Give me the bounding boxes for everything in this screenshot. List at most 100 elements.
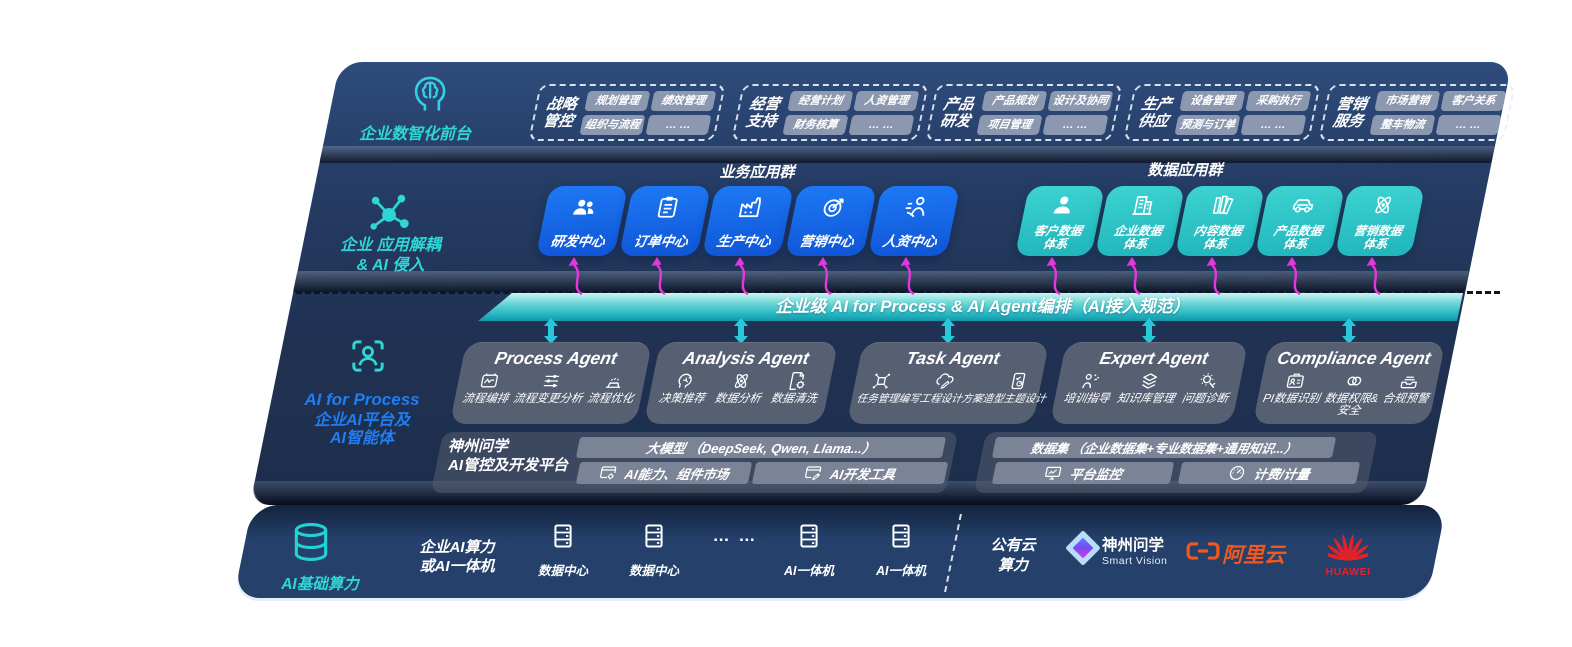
data-app-label: 营销数据 体系 (1336, 224, 1417, 251)
dataset-label: 数据集 （企业数据集+专业数据集+通用知识...） (1029, 442, 1299, 456)
front-group-title: 经营 支持 (741, 96, 786, 130)
diagnose-icon (1197, 371, 1221, 391)
front-group-chips: 设备管理 采购执行 预测与订单… … (1174, 90, 1312, 135)
agent-card: Compliance Agent PI数据识别 数据权限&安全 合规预警 (1252, 342, 1446, 424)
teal-double-arrow (543, 318, 559, 344)
atom-icon (1369, 193, 1398, 217)
business-app-label: 生产中心 (715, 234, 773, 249)
front-group-title-line: 研发 (938, 112, 972, 130)
llm-bar-label: 大模型 （DeepSeek, Qwen, Llama...） (644, 441, 877, 456)
dataset-bar: 数据集 （企业数据集+专业数据集+通用知识...） (991, 437, 1337, 458)
agent-features: 流程编排 流程变更分析 流程优化 (454, 369, 647, 405)
car-icon (1289, 193, 1318, 217)
ai-orchestration-band-label: 企业级 AI for Process & AI Agent编排（AI接入规范） (775, 297, 1190, 316)
agent-feature-label: 流程优化 (586, 393, 635, 405)
magenta-arrow (645, 256, 671, 296)
infra-node-label: AI一体机 (875, 564, 926, 578)
agent-feature: 任务管理 (856, 371, 905, 405)
agent-feature: 数据权限&安全 (1317, 371, 1388, 417)
optimize-icon (602, 371, 626, 391)
decouple-label-line2: & AI 侵入 (356, 257, 425, 274)
agent-card: Task Agent 任务管理 编写工程设计方案 造型主题设计 (846, 342, 1052, 424)
agent-feature: 流程变更分析 (512, 371, 588, 405)
front-group-chip: … … (645, 114, 712, 135)
agent-feature-label: 培训指导 (1062, 393, 1111, 405)
data-app-card: 内容数据 体系 (1174, 186, 1266, 256)
front-group-chip: 财务核算 (782, 114, 849, 135)
business-app-label: 人资中心 (881, 234, 939, 249)
magenta-arrow (811, 256, 837, 296)
enterprise-compute-line1: 企业AI算力 (419, 539, 495, 556)
agent-feature: 合规预警 (1381, 371, 1434, 405)
ellipsis-text: … … (712, 526, 758, 545)
ai-orchestration-band: 企业级 AI for Process & AI Agent编排（AI接入规范） (478, 293, 1463, 321)
agent-feature-label: 编写工程设计方案 (897, 393, 984, 405)
agent-feature: 问题诊断 (1181, 371, 1234, 405)
server-rack-icon (795, 522, 823, 550)
data-app-card: 企业数据 体系 (1094, 186, 1186, 256)
front-group-chip: 客户关系 (1440, 90, 1507, 111)
front-group: 产品 研发 产品规划 设计及协同 项目管理… … (925, 84, 1123, 141)
atom-icon (729, 371, 753, 391)
rings-icon (1343, 371, 1367, 391)
agent-feature: 数据清洗 (770, 371, 823, 405)
ai-for-process-label: AI for Process (304, 390, 420, 409)
infra-label: AI基础算力 (281, 576, 359, 593)
platform-monitor-label: 平台监控 (1068, 466, 1124, 482)
business-apps-header: 业务应用群 (719, 164, 795, 181)
data-apps-header: 数据应用群 (1147, 162, 1223, 179)
agent-feature: PI数据识别 (1262, 371, 1326, 405)
agent-feature-label: PI数据识别 (1261, 393, 1322, 405)
smartvision-name: 神州问学 (1102, 537, 1165, 554)
business-app-label: 研发中心 (549, 234, 607, 249)
agent-feature-label: 流程变更分析 (512, 393, 584, 405)
clipboard-icon (652, 194, 683, 220)
flow-icon (477, 371, 501, 391)
front-group-chips: 产品规划 设计及协同 项目管理… … (976, 90, 1114, 135)
agent-feature-label: 决策推荐 (657, 393, 706, 405)
front-group-chips: 经营计划 人资管理 财务核算… … (782, 90, 920, 135)
ai-capability-label: AI能力、组件市场 (623, 466, 731, 482)
platform-name-line1: 神州问学 (448, 438, 509, 455)
idcard-icon (1283, 371, 1307, 391)
ai-platform-label-line2: AI智能体 (329, 430, 394, 447)
agent-feature: 造型主题设计 (982, 371, 1052, 405)
magenta-arrow (894, 256, 920, 296)
data-app-label: 客户数据 体系 (1016, 224, 1097, 251)
agent-feature: 培训指导 (1062, 371, 1115, 405)
front-group-title-line: 营销 (1334, 95, 1369, 113)
window-pen-icon (803, 464, 825, 482)
huawei-logo-icon (1328, 533, 1368, 561)
teal-double-arrow (733, 318, 749, 344)
agent-feature-label: 造型主题设计 (981, 393, 1047, 405)
design-icon (1006, 371, 1030, 391)
business-app-label: 营销中心 (798, 234, 856, 249)
front-group-chip: … … (1042, 114, 1109, 135)
person-wave-icon (901, 194, 932, 220)
dashed-separator-line (296, 291, 1500, 294)
cloudpen-icon (932, 371, 956, 391)
decide-icon (673, 371, 697, 391)
person-scan-icon (348, 336, 388, 376)
front-group-chip: 项目管理 (976, 114, 1043, 135)
front-group: 营销 服务 市场营销 客户关系 整车物流… … (1318, 84, 1516, 141)
person-icon (1049, 193, 1078, 217)
smartvision-wordmark: 神州问学 Smart Vision (1102, 533, 1222, 567)
front-group-chip: 组织与流程 (579, 114, 646, 135)
business-app-card: 研发中心 (535, 186, 629, 256)
clean-icon (785, 371, 809, 391)
front-group-chip: 市场营销 (1374, 90, 1441, 111)
inbox-icon (1397, 371, 1421, 391)
huawei-wordmark: HUAWEI (1325, 566, 1371, 578)
front-group-title-line: 经营 (747, 95, 782, 113)
ai-devtools-bar: AI开发工具 (751, 462, 949, 484)
agent-feature-label: 数据权限&安全 (1323, 393, 1380, 417)
smartvision-sub: Smart Vision (1102, 555, 1168, 567)
infra-node-label: AI一体机 (783, 564, 834, 578)
agent-features: PI数据识别 数据权限&安全 合规预警 (1254, 369, 1440, 417)
agent-feature-label: 合规预警 (1381, 393, 1430, 405)
front-group: 生产 供应 设备管理 采购执行 预测与订单… … (1123, 84, 1321, 141)
business-app-card: 营销中心 (784, 186, 878, 256)
business-app-card: 生产中心 (701, 186, 795, 256)
alicloud-logo-icon (1186, 542, 1220, 560)
